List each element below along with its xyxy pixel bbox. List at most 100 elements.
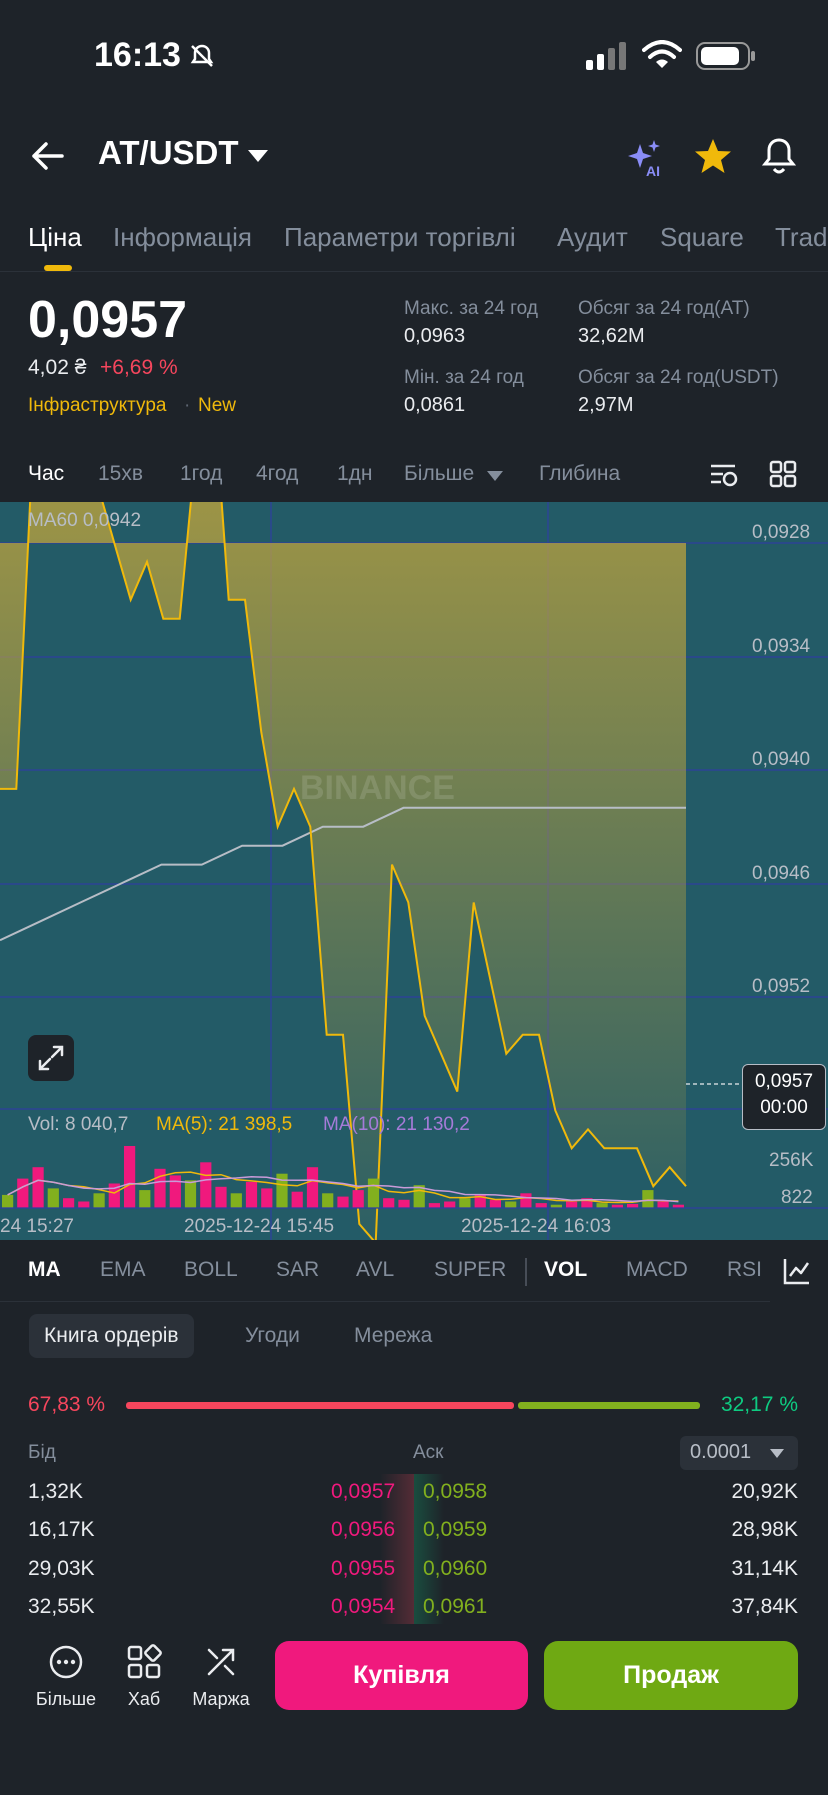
ind-sar[interactable]: SAR xyxy=(276,1258,320,1281)
y-tick-3: 0,0946 xyxy=(752,863,811,884)
precision-select[interactable]: 0.0001 xyxy=(680,1436,798,1470)
layout-grid-icon[interactable] xyxy=(769,460,797,488)
volume-bar xyxy=(32,1167,44,1208)
low-label: Мін. за 24 год xyxy=(404,367,524,388)
tab-audit[interactable]: Аудит xyxy=(557,222,628,252)
volume-bar xyxy=(581,1198,593,1208)
back-arrow-icon[interactable] xyxy=(30,140,66,172)
ind-rsi[interactable]: RSI xyxy=(727,1258,763,1281)
ask-price: 0,0958 xyxy=(423,1480,488,1503)
category-tag[interactable]: Інфраструктура xyxy=(28,395,167,416)
volume-bar xyxy=(520,1193,532,1208)
volume-bar xyxy=(459,1198,471,1208)
hub-button[interactable]: Хаб xyxy=(104,1644,184,1710)
margin-label: Маржа xyxy=(192,1689,250,1709)
volume-bar xyxy=(261,1188,273,1208)
ai-sparkle-icon[interactable]: AI xyxy=(626,138,666,178)
ind-vol[interactable]: VOL xyxy=(544,1258,588,1281)
ask-qty: 31,14K xyxy=(731,1557,798,1580)
more-button[interactable]: Більше xyxy=(26,1644,106,1710)
vol-tick-high: 256K xyxy=(769,1150,814,1171)
fullscreen-button[interactable] xyxy=(28,1035,74,1081)
ask-qty: 28,98K xyxy=(731,1518,798,1541)
sell-button[interactable]: Продаж xyxy=(544,1641,798,1710)
volume-bar xyxy=(383,1198,395,1208)
buy-button[interactable]: Купівля xyxy=(275,1641,528,1710)
bid-ratio: 67,83 % xyxy=(28,1393,106,1416)
ind-ema[interactable]: EMA xyxy=(100,1258,146,1281)
orderbook-row[interactable]: 16,17K 0,0956 0,0959 28,98K xyxy=(0,1512,828,1550)
hub-grid-icon xyxy=(127,1644,162,1679)
status-bar: 16:13 xyxy=(0,0,828,110)
tab-trades[interactable]: Угоди xyxy=(245,1324,300,1347)
interval-15m[interactable]: 15хв xyxy=(98,462,144,485)
y-tick-4: 0,0952 xyxy=(752,976,811,997)
ind-avl[interactable]: AVL xyxy=(356,1258,395,1281)
bottom-action-bar: Більше Хаб Маржа xyxy=(0,1628,828,1728)
tab-trading-data[interactable]: Trad xyxy=(775,222,828,252)
price-chart-svg[interactable]: BINANCE xyxy=(0,502,828,1240)
vol-ma10-line xyxy=(7,1176,679,1203)
svg-text:AI: AI xyxy=(646,163,660,178)
volume-bar xyxy=(245,1181,258,1208)
high-label: Макс. за 24 год xyxy=(404,298,538,319)
ind-ma[interactable]: MA xyxy=(28,1258,61,1281)
volume-bar xyxy=(611,1204,623,1208)
tab-network[interactable]: Мережа xyxy=(354,1324,433,1347)
interval-time[interactable]: Час xyxy=(28,462,65,485)
price-chart[interactable]: BINANCE MA60 0,0942 0,0928 0,0934 0,0940… xyxy=(0,502,828,1240)
orderbook-row[interactable]: 1,32K 0,0957 0,0958 20,92K xyxy=(0,1474,828,1512)
interval-depth[interactable]: Глибина xyxy=(539,462,621,485)
volume-bar xyxy=(169,1175,181,1208)
ind-macd[interactable]: MACD xyxy=(626,1258,688,1281)
margin-button[interactable]: Маржа xyxy=(181,1644,261,1710)
indicator-tabs: MA EMA BOLL SAR AVL SUPER VOL MACD RSI xyxy=(0,1240,828,1302)
chart-settings-icon[interactable] xyxy=(709,460,739,490)
vol-usdt-value: 2,97M xyxy=(578,394,634,416)
more-label: Більше xyxy=(35,1689,97,1709)
pair-title[interactable]: AT/USDT xyxy=(98,134,239,171)
tab-orderbook[interactable]: Книга ордерів xyxy=(29,1314,194,1358)
tag-separator: · xyxy=(184,395,191,416)
more-dots-icon xyxy=(49,1645,83,1679)
new-tag[interactable]: New xyxy=(198,395,237,416)
ma60-line xyxy=(0,806,686,942)
ind-super[interactable]: SUPER xyxy=(434,1258,507,1281)
margin-arrows-icon xyxy=(207,1648,235,1676)
tab-price[interactable]: Ціна xyxy=(28,222,82,252)
tab-info[interactable]: Інформація xyxy=(113,222,252,252)
volume-bar xyxy=(672,1204,684,1208)
interval-more[interactable]: Більше xyxy=(404,462,475,485)
vol-ma5-line xyxy=(7,1171,679,1204)
volume-bar xyxy=(489,1199,501,1208)
volume-bar xyxy=(444,1201,456,1208)
volume-bar xyxy=(306,1167,319,1208)
ind-boll[interactable]: BOLL xyxy=(184,1258,238,1281)
volume-bar xyxy=(337,1196,349,1208)
interval-1h[interactable]: 1год xyxy=(180,462,223,485)
volume-bar xyxy=(474,1194,486,1208)
indicator-settings-icon[interactable] xyxy=(782,1256,812,1286)
caret-down-icon[interactable] xyxy=(248,150,268,164)
volume-bar xyxy=(352,1190,364,1208)
price-change: +6,69 % xyxy=(100,356,178,379)
orderbook-row[interactable]: 32,55K 0,0954 0,0961 37,84K xyxy=(0,1589,828,1627)
current-price-label: 0,0957 00:00 xyxy=(742,1064,826,1130)
volume-bar xyxy=(291,1191,303,1208)
volume-bar xyxy=(230,1193,242,1208)
volume-bar xyxy=(124,1146,136,1208)
star-icon[interactable] xyxy=(694,138,732,174)
interval-4h[interactable]: 4год xyxy=(256,462,299,485)
price-area-fill xyxy=(0,502,686,1240)
indicator-divider xyxy=(525,1258,527,1286)
interval-1d[interactable]: 1дн xyxy=(337,462,373,485)
hub-label: Хаб xyxy=(127,1689,161,1709)
tab-trading-params[interactable]: Параметри торгівлі xyxy=(284,222,516,252)
bell-icon[interactable] xyxy=(762,136,796,176)
ma60-label: MA60 0,0942 xyxy=(28,510,142,531)
volume-bar xyxy=(642,1190,654,1208)
orderbook-row[interactable]: 29,03K 0,0955 0,0960 31,14K xyxy=(0,1551,828,1589)
x-tick-1: 2025-12-24 15:45 xyxy=(184,1216,335,1237)
ask-price: 0,0960 xyxy=(423,1557,488,1580)
tab-square[interactable]: Square xyxy=(660,222,744,252)
